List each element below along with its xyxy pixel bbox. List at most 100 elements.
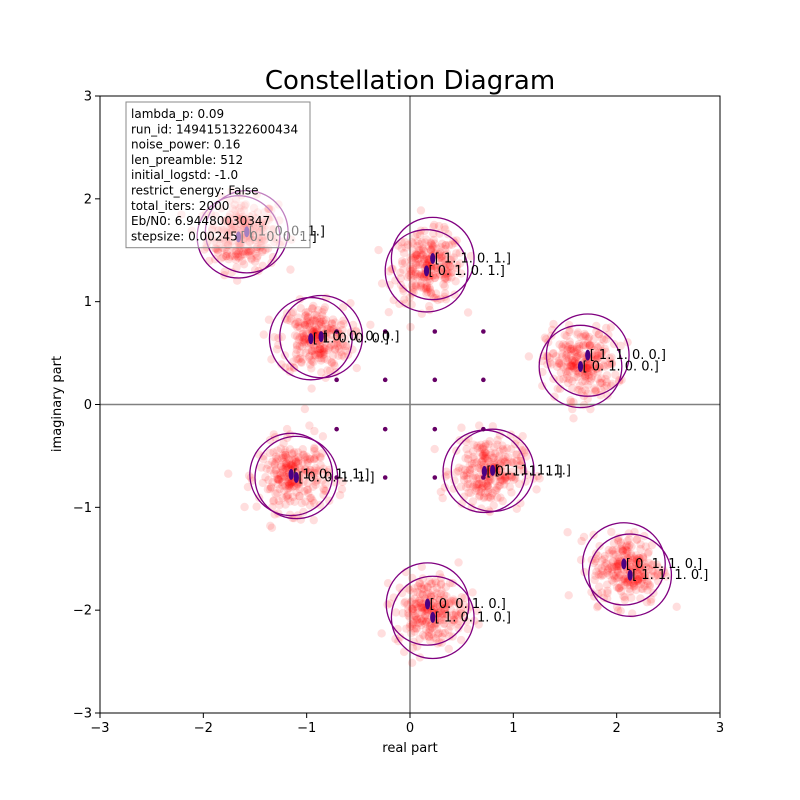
noise-sample (331, 334, 341, 343)
noise-sample (603, 391, 612, 400)
noise-sample (468, 473, 478, 483)
noise-sample (340, 334, 350, 343)
noise-sample (430, 444, 439, 454)
noise-sample (566, 345, 576, 354)
noise-sample (217, 254, 226, 263)
noise-sample (281, 464, 290, 473)
noise-sample (310, 466, 319, 475)
noise-sample (213, 248, 223, 257)
noise-sample (479, 449, 488, 459)
noise-sample (584, 334, 593, 343)
noise-sample (278, 493, 287, 503)
noise-sample (425, 625, 434, 634)
noise-sample (562, 356, 572, 365)
noise-sample (218, 252, 228, 262)
noise-sample (647, 566, 657, 575)
noise-sample (429, 220, 439, 230)
noise-sample (415, 260, 425, 269)
noise-sample (452, 236, 461, 245)
noise-sample (616, 570, 625, 579)
noise-sample (309, 346, 318, 355)
noise-sample (653, 563, 663, 572)
noise-sample (581, 331, 590, 340)
noise-sample (641, 542, 650, 551)
noise-sample (318, 432, 328, 441)
noise-sample (593, 354, 602, 363)
noise-sample (406, 620, 415, 629)
noise-sample (308, 304, 317, 313)
noise-sample (297, 465, 307, 475)
noise-sample (472, 483, 481, 493)
noise-sample (318, 348, 327, 357)
noise-sample (437, 253, 446, 263)
noise-sample (317, 368, 326, 377)
noise-sample (247, 254, 256, 263)
noise-sample (274, 496, 283, 506)
noise-sample (225, 252, 235, 261)
noise-sample (294, 318, 304, 327)
noise-sample (425, 285, 435, 294)
noise-sample (507, 472, 516, 482)
noise-sample (419, 613, 428, 623)
noise-sample (277, 462, 286, 472)
noise-sample (459, 471, 468, 480)
noise-sample (422, 282, 432, 292)
noise-sample (398, 259, 407, 268)
noise-sample (495, 464, 504, 473)
noise-sample (637, 560, 646, 570)
noise-sample (450, 611, 459, 620)
noise-sample (543, 352, 552, 361)
noise-sample (597, 588, 607, 597)
noise-sample (613, 560, 622, 569)
noise-sample (318, 350, 328, 360)
noise-sample (611, 550, 620, 560)
noise-sample (283, 490, 293, 499)
noise-sample (413, 270, 423, 279)
noise-sample (635, 557, 644, 566)
noise-sample (638, 552, 648, 561)
noise-sample (480, 488, 490, 498)
noise-sample (313, 466, 323, 475)
noise-sample (418, 630, 428, 640)
noise-sample (299, 331, 309, 341)
noise-cloud (430, 421, 544, 517)
noise-sample (469, 440, 478, 449)
noise-sample (278, 451, 288, 460)
noise-sample (440, 598, 449, 607)
noise-sample (593, 364, 602, 373)
noise-sample (435, 602, 445, 611)
noise-sample (288, 455, 297, 464)
noise-sample (498, 441, 507, 450)
noise-sample (274, 475, 283, 484)
noise-sample (411, 249, 420, 259)
noise-sample (580, 376, 590, 386)
noise-sample (330, 345, 340, 354)
noise-sample (638, 584, 647, 594)
noise-sample (267, 483, 276, 492)
noise-sample (309, 498, 319, 508)
noise-sample (272, 474, 281, 484)
info-box-line: stepsize: 0.00245 (131, 229, 238, 243)
noise-sample (284, 479, 294, 488)
noise-sample (282, 461, 291, 470)
noise-sample (447, 267, 457, 277)
noise-sample (592, 342, 601, 351)
noise-sample (446, 598, 455, 607)
noise-sample (307, 493, 316, 503)
noise-sample (500, 471, 510, 480)
noise-sample (442, 612, 452, 621)
x-tick-label: 1 (509, 721, 517, 736)
noise-sample (516, 456, 525, 466)
noise-sample (411, 281, 420, 290)
noise-sample (437, 573, 446, 582)
noise-sample (416, 614, 425, 624)
noise-sample (476, 448, 485, 457)
noise-sample (543, 351, 552, 361)
noise-sample (326, 340, 336, 349)
noise-sample (452, 263, 461, 273)
x-axis-label: real part (382, 741, 437, 756)
noise-sample (449, 253, 458, 262)
noise-sample (612, 545, 621, 554)
noise-sample (639, 554, 648, 563)
noise-sample (324, 344, 334, 353)
